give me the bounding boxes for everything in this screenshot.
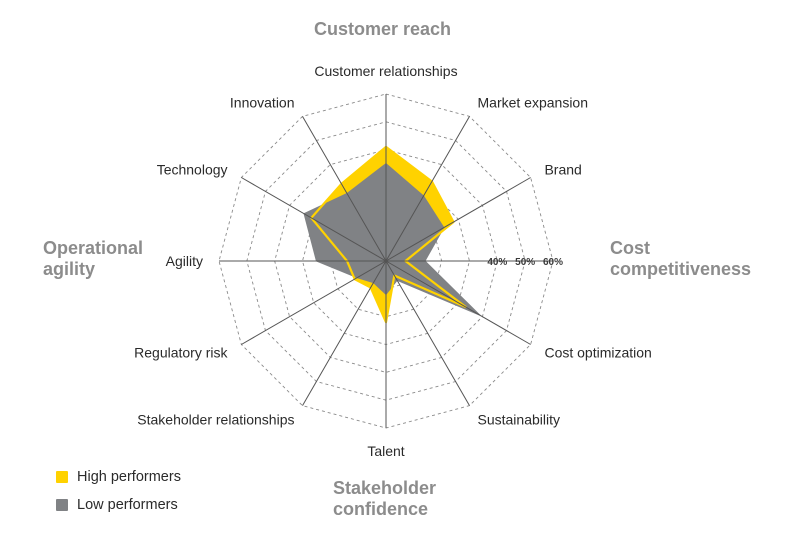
radar-spoke-3 [385, 177, 531, 262]
radar-spoke-8 [302, 260, 387, 406]
radar-spoke-2 [385, 116, 470, 262]
tick-label-60pct: 60% [543, 257, 563, 268]
legend-swatch-high [56, 471, 68, 483]
radar-category-labels: Customer relationships Market expansion Br… [134, 63, 652, 459]
group-label-customer-reach: Customer reach [314, 19, 452, 39]
category-label-agility: Agility [166, 253, 203, 269]
radar-spoke-9 [241, 260, 387, 345]
tick-label-50pct: 50% [515, 257, 535, 268]
group-label-stakeholder-confidence: Stakeholder confidence [333, 478, 437, 519]
category-label-cost-optimization: Cost optimization [544, 345, 651, 361]
category-label-regulatory-risk: Regulatory risk [134, 345, 228, 361]
group-label-cost-competitiveness: Cost competitiveness [610, 238, 752, 279]
radar-tick-labels: 40% 50% 60% [487, 257, 563, 268]
legend-item-high: High performers [56, 463, 181, 491]
legend-swatch-low [56, 499, 68, 511]
radar-spoke-12 [302, 116, 387, 262]
category-label-customer-relationships: Customer relationships [314, 63, 457, 79]
legend-label-low: Low performers [77, 497, 178, 513]
group-label-operational-agility: Operational agility [43, 238, 144, 279]
category-label-sustainability: Sustainability [478, 411, 561, 427]
legend-label-high: High performers [77, 469, 181, 485]
category-label-technology: Technology [157, 162, 228, 178]
radar-spoke-5 [385, 260, 531, 345]
radar-series [303, 145, 481, 324]
category-label-brand: Brand [544, 162, 581, 178]
legend: High performers Low performers [56, 463, 181, 519]
category-label-stakeholder-relationships: Stakeholder relationships [137, 411, 294, 427]
radar-spoke-6 [385, 260, 470, 406]
legend-item-low: Low performers [56, 491, 181, 519]
radar-spokes [219, 94, 553, 428]
category-label-market-expansion: Market expansion [478, 95, 589, 111]
radar-spoke-11 [241, 177, 387, 262]
category-label-talent: Talent [367, 443, 404, 459]
category-label-innovation: Innovation [230, 95, 295, 111]
tick-label-40pct: 40% [487, 257, 507, 268]
